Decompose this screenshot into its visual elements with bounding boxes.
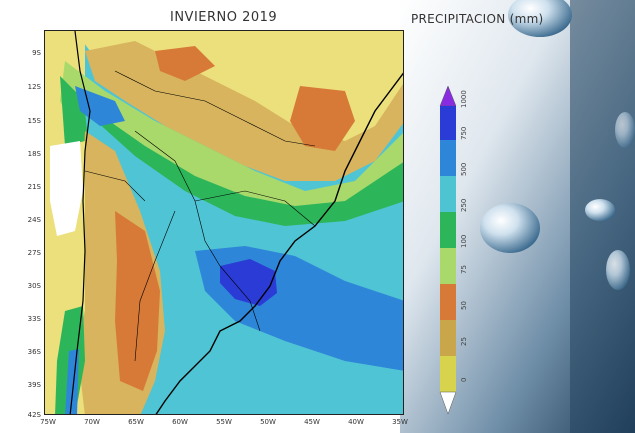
colorbar-bottom-arrow bbox=[439, 391, 457, 414]
lat-label: 27S bbox=[27, 249, 41, 257]
lon-label: 50W bbox=[260, 418, 276, 426]
colorbar-label: 250 bbox=[460, 198, 468, 212]
lon-label: 65W bbox=[128, 418, 144, 426]
colorbar-segment bbox=[440, 356, 456, 392]
lon-label: 70W bbox=[84, 418, 100, 426]
lon-label: 40W bbox=[348, 418, 364, 426]
precipitation-map bbox=[44, 30, 404, 415]
lon-label: 75W bbox=[40, 418, 56, 426]
lon-label: 45W bbox=[304, 418, 320, 426]
colorbar-label: 25 bbox=[460, 337, 468, 346]
colorbar-label: 50 bbox=[460, 301, 468, 310]
colorbar-segment bbox=[440, 212, 456, 248]
lat-label: 24S bbox=[27, 216, 41, 224]
lat-label: 18S bbox=[27, 150, 41, 158]
colorbar-segment bbox=[440, 140, 456, 176]
colorbar-segment bbox=[440, 248, 456, 284]
colorbar-top-arrow bbox=[439, 86, 457, 107]
lat-label: 39S bbox=[27, 381, 41, 389]
lat-label: 42S bbox=[27, 411, 41, 419]
colorbar-label: 750 bbox=[460, 126, 468, 140]
lat-label: 12S bbox=[27, 83, 41, 91]
colorbar-segment bbox=[440, 320, 456, 356]
colorbar-label: 500 bbox=[460, 162, 468, 176]
colorbar-label: 1000 bbox=[460, 90, 468, 108]
lat-label: 30S bbox=[27, 282, 41, 290]
map-title: INVIERNO 2019 bbox=[170, 10, 278, 25]
colorbar-segment bbox=[440, 106, 456, 140]
colorbar-label: 75 bbox=[460, 265, 468, 274]
lat-label: 21S bbox=[27, 183, 41, 191]
lat-label: 33S bbox=[27, 315, 41, 323]
lon-label: 35W bbox=[392, 418, 408, 426]
lat-label: 36S bbox=[27, 348, 41, 356]
colorbar-segment bbox=[440, 284, 456, 320]
legend-title: PRECIPITACION (mm) bbox=[411, 12, 544, 26]
lon-label: 55W bbox=[216, 418, 232, 426]
colorbar-segment bbox=[440, 176, 456, 212]
precipitation-colorbar bbox=[439, 86, 457, 414]
colorbar-label: 100 bbox=[460, 234, 468, 248]
water-drops-background bbox=[400, 0, 635, 433]
lon-label: 60W bbox=[172, 418, 188, 426]
lat-label: 9S bbox=[32, 49, 41, 57]
lat-label: 15S bbox=[27, 117, 41, 125]
colorbar-label: 0 bbox=[460, 377, 468, 382]
